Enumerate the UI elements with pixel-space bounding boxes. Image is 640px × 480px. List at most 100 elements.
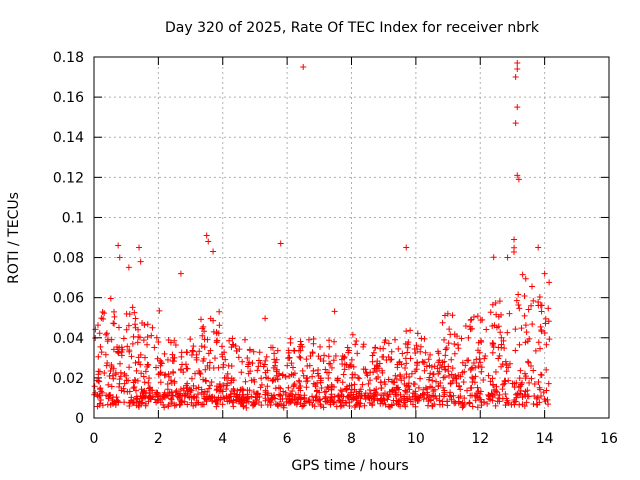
data-point	[126, 403, 133, 410]
data-point	[477, 390, 484, 397]
data-point	[321, 389, 328, 396]
data-point	[224, 380, 231, 387]
data-point	[367, 377, 374, 384]
data-point	[157, 379, 164, 386]
y-tick-label: 0	[75, 411, 84, 427]
data-point	[262, 369, 269, 376]
data-point	[144, 341, 151, 348]
data-point	[210, 317, 217, 324]
data-point	[264, 383, 271, 390]
outlier-point	[277, 240, 284, 247]
data-point	[326, 337, 333, 344]
data-point	[526, 379, 533, 386]
data-point	[525, 306, 532, 313]
data-point	[114, 348, 121, 355]
data-point	[94, 322, 101, 329]
data-point	[304, 362, 311, 369]
y-axis-label: ROTI / TECUs	[6, 192, 22, 284]
data-point	[486, 393, 493, 400]
data-point	[445, 363, 452, 370]
data-point	[287, 398, 294, 405]
data-point	[400, 399, 407, 406]
data-point	[216, 388, 223, 395]
data-point	[194, 391, 201, 398]
data-point	[107, 367, 114, 374]
data-point	[217, 396, 224, 403]
data-point	[465, 357, 472, 364]
data-point	[538, 326, 545, 333]
data-point	[323, 388, 330, 395]
data-point	[197, 316, 204, 323]
data-point	[414, 330, 421, 337]
data-point	[195, 384, 202, 391]
data-point	[97, 397, 104, 404]
data-point	[267, 402, 274, 409]
data-point	[412, 349, 419, 356]
data-point	[309, 373, 316, 380]
data-point	[516, 305, 523, 312]
data-point	[137, 351, 144, 358]
data-point	[408, 370, 415, 377]
data-point	[503, 395, 510, 402]
data-point	[458, 335, 465, 342]
data-point	[199, 332, 206, 339]
outlier-point	[205, 238, 212, 245]
data-point	[472, 397, 479, 404]
data-point	[165, 336, 172, 343]
data-point	[155, 371, 162, 378]
data-point	[330, 357, 337, 364]
data-point	[528, 302, 535, 309]
data-point	[490, 254, 497, 261]
data-point	[390, 379, 397, 386]
data-point	[130, 385, 137, 392]
data-point	[519, 379, 526, 386]
data-point	[271, 392, 278, 399]
data-point	[107, 295, 114, 302]
data-point	[336, 397, 343, 404]
data-point	[421, 391, 428, 398]
data-point	[323, 398, 330, 405]
outlier-point	[300, 64, 307, 71]
data-point	[470, 314, 477, 321]
data-point	[248, 377, 255, 384]
data-point	[197, 370, 204, 377]
data-point	[479, 316, 486, 323]
data-point	[477, 396, 484, 403]
data-point	[518, 325, 525, 332]
data-point	[233, 393, 240, 400]
data-point	[96, 330, 103, 337]
y-tick-label: 0.06	[53, 291, 84, 307]
data-point	[250, 389, 257, 396]
data-point	[421, 359, 428, 366]
data-point	[490, 340, 497, 347]
data-point	[173, 387, 180, 394]
data-point	[489, 322, 496, 329]
data-point	[417, 348, 424, 355]
data-point	[516, 401, 523, 408]
data-point	[489, 340, 496, 347]
data-point	[469, 364, 476, 371]
data-point	[475, 363, 482, 370]
data-point	[92, 326, 99, 333]
data-point	[416, 394, 423, 401]
data-point	[190, 402, 197, 409]
outlier-point	[116, 254, 123, 261]
data-point	[184, 380, 191, 387]
data-point	[180, 385, 187, 392]
data-point	[111, 313, 118, 320]
data-point	[199, 325, 206, 332]
data-point	[376, 360, 383, 367]
data-point	[132, 359, 139, 366]
data-point	[228, 379, 235, 386]
data-point	[96, 392, 103, 399]
data-point	[169, 392, 176, 399]
data-point	[487, 396, 494, 403]
data-point	[145, 379, 152, 386]
data-point	[344, 344, 351, 351]
data-point	[355, 374, 362, 381]
data-point	[402, 387, 409, 394]
data-point	[121, 370, 128, 377]
data-point	[169, 358, 176, 365]
data-point	[296, 384, 303, 391]
data-point	[516, 341, 523, 348]
